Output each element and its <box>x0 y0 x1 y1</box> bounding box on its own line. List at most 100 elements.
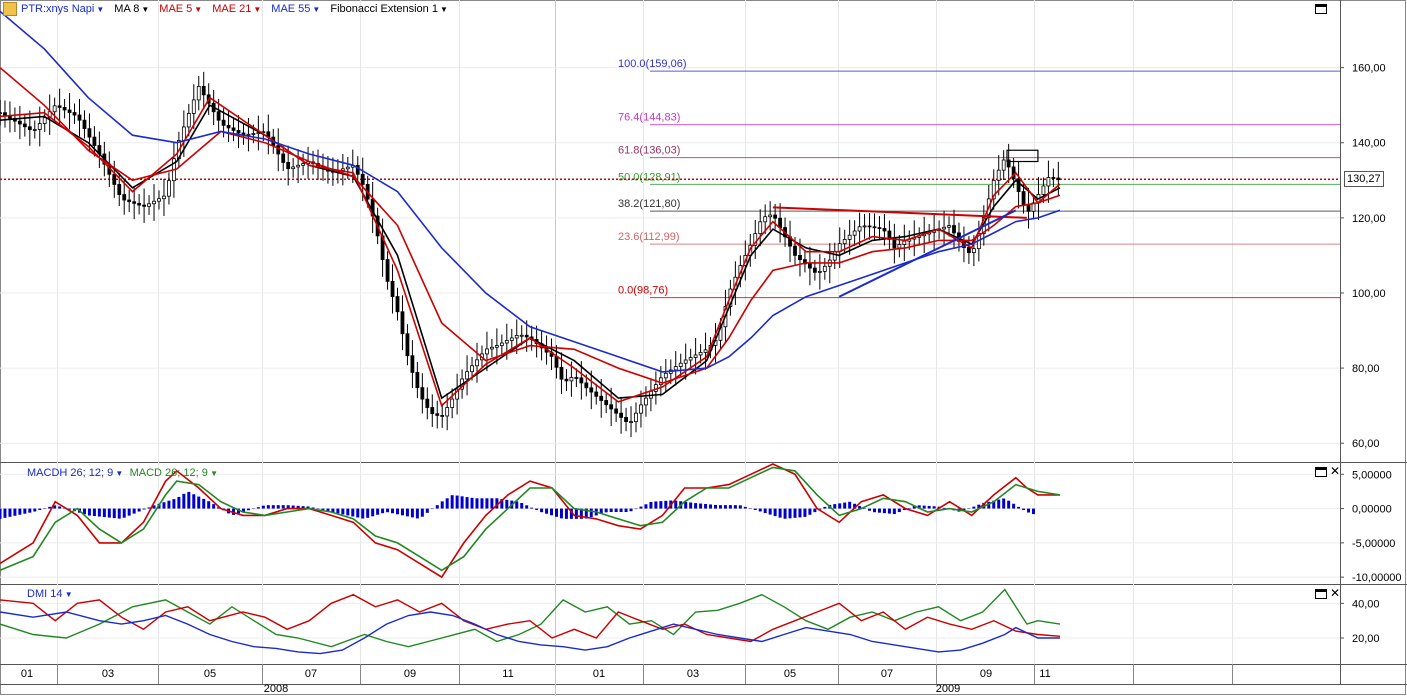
y-tick-label: 80,00 <box>1352 363 1380 375</box>
macd-histogram-bar <box>545 508 549 514</box>
dmi-pane-legend[interactable]: DMI 14 ▼ <box>27 588 73 600</box>
legend-ma8[interactable]: MA 8 ▼ <box>114 3 149 15</box>
macd-histogram-bar <box>540 508 544 513</box>
macd-histogram-bar <box>371 508 375 517</box>
price-candle-body <box>52 105 57 113</box>
dropdown-arrow-icon[interactable]: ▼ <box>113 469 126 478</box>
price-candle-body <box>678 362 683 367</box>
legend-fibonacci[interactable]: Fibonacci Extension 1 ▼ <box>330 3 448 15</box>
macd-histogram-bar <box>102 508 106 518</box>
macd-histogram-bar <box>112 508 116 519</box>
x-month-label: 05 <box>784 668 796 680</box>
macd-histogram-bar <box>480 498 484 509</box>
price-candle-body <box>465 371 469 380</box>
macd-histogram-bar <box>281 505 285 509</box>
macd-histogram-bar <box>127 508 131 516</box>
price-candle-body <box>887 230 892 240</box>
legend-symbol[interactable]: PTR:xnys Napi ▼ <box>21 3 104 15</box>
price-candle-body <box>231 127 236 131</box>
macd-histogram-bar <box>922 505 926 509</box>
macdh-label: MACDH 26; 12; 9 <box>27 467 114 479</box>
close-pane-icon[interactable]: ✕ <box>1330 586 1341 600</box>
macd-histogram-bar <box>137 508 141 512</box>
macd-histogram-bar <box>256 507 260 509</box>
macd-histogram-bar <box>728 505 732 509</box>
dropdown-arrow-icon[interactable]: ▼ <box>194 4 203 14</box>
price-candle-body <box>400 311 405 335</box>
price-candle-body <box>27 126 32 130</box>
price-candle-body <box>688 357 693 361</box>
maximize-pane-icon[interactable] <box>1315 467 1327 477</box>
legend-mae55[interactable]: MAE 55 ▼ <box>271 3 320 15</box>
legend-mae5[interactable]: MAE 5 ▼ <box>159 3 202 15</box>
macd-histogram-bar <box>843 502 847 509</box>
price-candle-body <box>92 136 97 146</box>
price-candle-body <box>683 359 688 364</box>
macd-histogram-bar <box>410 508 414 518</box>
legend-mae21[interactable]: MAE 21 ▼ <box>212 3 261 15</box>
dropdown-arrow-icon[interactable]: ▼ <box>312 4 321 14</box>
x-month-label: 09 <box>404 668 416 680</box>
fibonacci-level-label: 50.0(128,91) <box>618 171 680 183</box>
macd-histogram-bar <box>748 508 752 509</box>
price-candle-body <box>191 99 196 114</box>
macd-histogram-bar <box>261 505 265 509</box>
macd-histogram-bar <box>251 508 255 510</box>
fibonacci-level-label: 76.4(144,83) <box>618 112 680 124</box>
price-candle-body <box>967 247 971 253</box>
price-candle-body <box>996 169 1001 181</box>
macd-histogram-bar <box>82 508 86 515</box>
price-candle-body <box>3 112 7 116</box>
macd-histogram-bar <box>599 508 603 514</box>
macd-histogram-bar <box>604 508 608 513</box>
price-candle-body <box>862 225 867 228</box>
price-candle-body <box>629 421 633 424</box>
macd-histogram-bar <box>838 503 842 509</box>
dropdown-arrow-icon[interactable]: ▼ <box>62 590 73 599</box>
price-candle-body <box>579 377 584 384</box>
fibonacci-level-label: 61.8(136,03) <box>618 145 680 157</box>
price-candle-body <box>395 296 400 313</box>
macd-histogram-bar <box>23 508 27 514</box>
macd-histogram-bar <box>316 508 320 510</box>
macd-histogram-bar <box>689 502 693 509</box>
price-candle-body <box>360 173 365 185</box>
price-candle-body <box>246 133 251 136</box>
price-candle-body <box>604 400 609 406</box>
price-candle-body <box>221 119 226 126</box>
macd-histogram-bar <box>197 496 201 509</box>
macd-histogram-bar <box>853 503 857 509</box>
dropdown-arrow-icon[interactable]: ▼ <box>96 4 105 14</box>
dropdown-arrow-icon[interactable]: ▼ <box>141 4 150 14</box>
macd-histogram-bar <box>420 508 424 517</box>
price-candle-body <box>524 334 529 338</box>
macd-histogram-bar <box>87 508 91 516</box>
price-candle-body <box>196 85 201 101</box>
close-pane-icon[interactable]: ✕ <box>1330 464 1341 478</box>
macd-histogram-bar <box>475 498 479 509</box>
price-candle-body <box>157 198 161 202</box>
dropdown-arrow-icon[interactable]: ▼ <box>439 4 448 14</box>
dropdown-arrow-icon[interactable]: ▼ <box>253 4 262 14</box>
macd-pane-legend[interactable]: MACDH 26; 12; 9 ▼ MACD 26; 12; 9 ▼ <box>27 467 218 479</box>
macd-histogram-bar <box>718 505 722 509</box>
price-candle-body <box>1006 159 1011 168</box>
price-candle-body <box>127 199 132 203</box>
maximize-pane-icon[interactable] <box>1315 4 1327 14</box>
legend-mae5-label: MAE 5 <box>159 3 193 15</box>
price-candle-body <box>693 354 698 358</box>
macd-histogram-bar <box>699 503 703 509</box>
macd-label: MACD 26; 12; 9 <box>129 467 208 479</box>
price-candle-body <box>504 340 509 344</box>
macd-histogram-bar <box>714 504 717 509</box>
macd-histogram-bar <box>381 508 385 514</box>
series-line-mae-21 <box>0 66 1061 384</box>
maximize-pane-icon[interactable] <box>1315 589 1327 599</box>
fibonacci-level-label: 38.2(121,80) <box>618 198 680 210</box>
macd-histogram-bar <box>167 500 171 509</box>
dropdown-arrow-icon[interactable]: ▼ <box>207 469 218 478</box>
macd-histogram-bar <box>624 508 628 512</box>
macd-histogram-bar <box>177 496 181 509</box>
macd-histogram-bar <box>897 508 901 513</box>
